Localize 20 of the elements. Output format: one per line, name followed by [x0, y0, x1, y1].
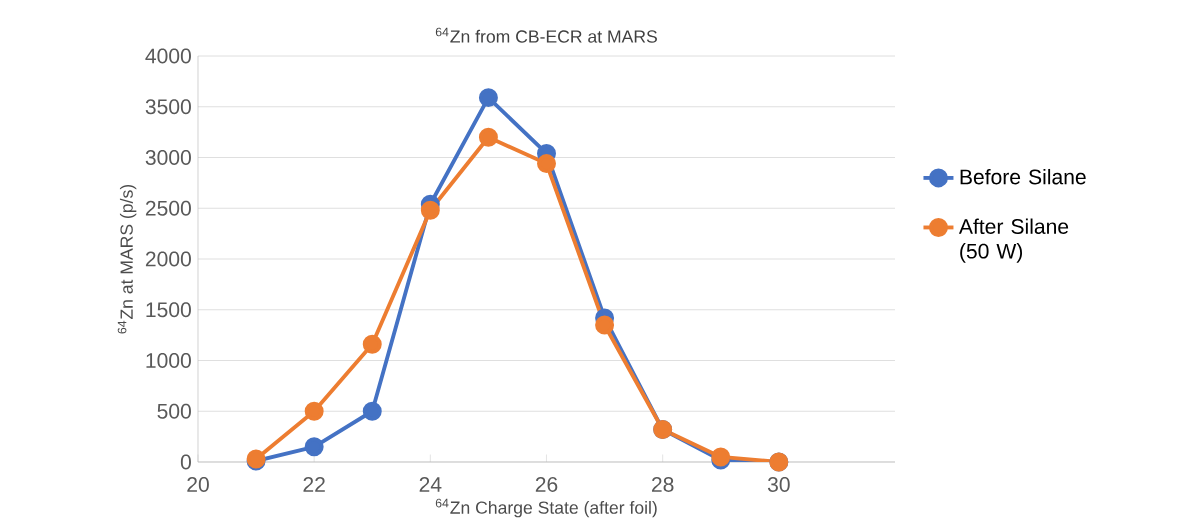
y-tick-label: 2000	[145, 251, 191, 267]
y-tick-label: 3500	[145, 99, 191, 115]
x-tick-label: 22	[303, 477, 325, 492]
y-tick-label: 0	[180, 454, 191, 470]
y-tick-label: 4000	[145, 48, 191, 64]
x-axis-title: $^{64}$Zn Charge State (after foil)	[435, 498, 657, 518]
x-tick-label: 24	[419, 477, 442, 492]
y-tick-label: 1000	[146, 353, 191, 368]
legend-label: Before Silane	[960, 168, 1086, 185]
x-tick-label: 28	[651, 477, 674, 492]
legend-label: After Silane (50 W)	[958, 218, 1069, 263]
x-tick-label: 26	[535, 477, 558, 492]
x-tick-label: 20	[187, 477, 209, 492]
x-tick-label: 30	[767, 477, 790, 492]
chart-title: $^{64}$Zn from CB-ECR at MARS	[435, 27, 657, 43]
y-tick-label: 2500	[145, 200, 191, 216]
y-tick-label: 3000	[145, 150, 191, 165]
y-axis-title: $^{64}$Zn at MARS (p/s)	[117, 184, 137, 334]
y-tick-label: 500	[157, 403, 191, 419]
y-tick-label: 1500	[146, 302, 191, 318]
